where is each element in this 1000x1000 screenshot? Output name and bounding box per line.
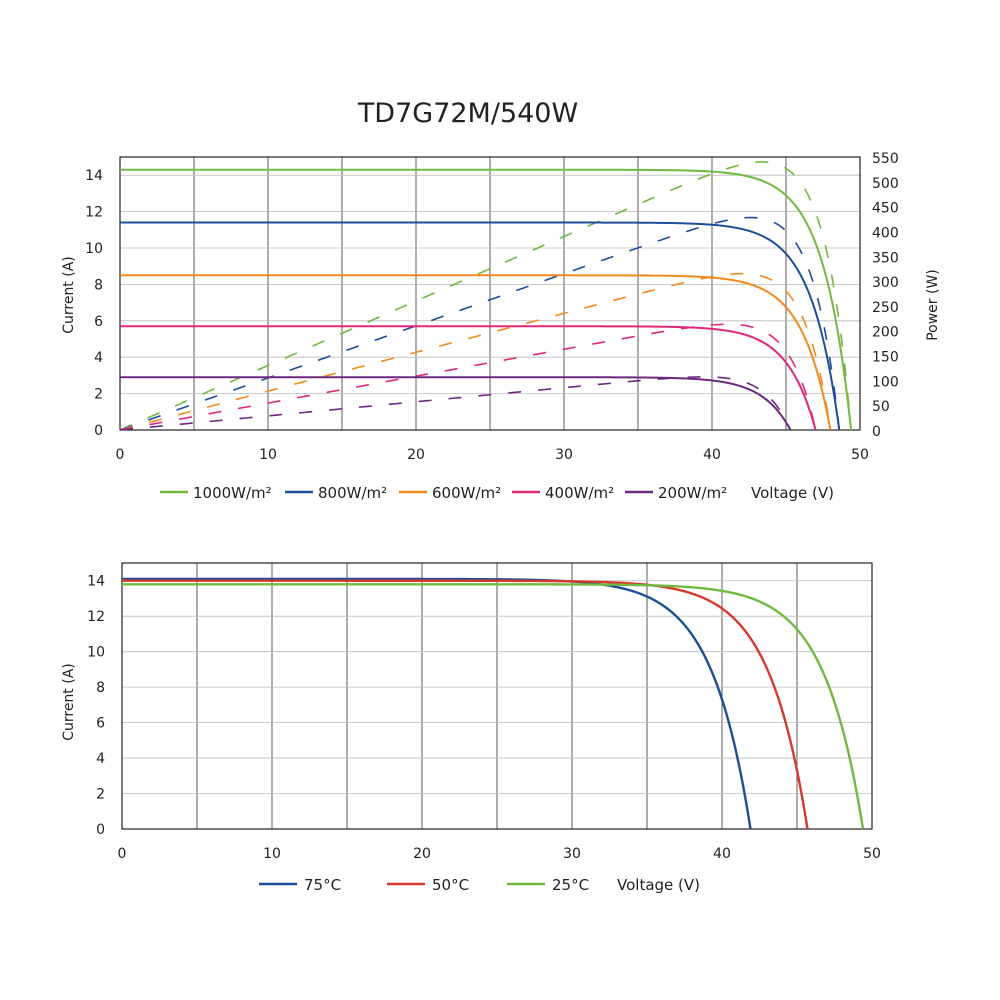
power-curve-4 [119, 376, 792, 431]
legend-label: 25°C [552, 876, 589, 894]
y2-tick-label: 550 [872, 151, 899, 167]
y-tick-label: 4 [94, 350, 103, 366]
y-axis-label: Current (A) [61, 256, 77, 334]
temp-curve-0 [122, 577, 752, 830]
y2-tick-label: 200 [872, 325, 899, 341]
x-tick-label: 0 [116, 447, 125, 463]
x-tick-label: 10 [259, 447, 277, 463]
temp-curve-1 [122, 579, 809, 830]
y-tick-label: 2 [96, 787, 105, 803]
x-tick-label: 50 [851, 447, 869, 463]
iv-curve-0 [120, 168, 853, 431]
temp-curve-2 [122, 583, 865, 830]
y2-axis-label: Power (W) [925, 269, 941, 341]
plot-frame [121, 562, 873, 830]
power-curve-0 [119, 161, 852, 431]
y-tick-label: 14 [85, 168, 103, 184]
y-tick-label: 6 [96, 716, 105, 732]
y-axis-label: Current (A) [61, 663, 77, 741]
y-tick-label: 10 [85, 241, 103, 257]
iv-curve-1 [120, 221, 841, 431]
x-tick-label: 20 [407, 447, 425, 463]
plot-frame [119, 156, 861, 431]
y2-tick-label: 100 [872, 374, 899, 390]
y-tick-label: 0 [94, 423, 103, 439]
y2-tick-label: 500 [872, 176, 899, 192]
iv-curve-4 [120, 376, 792, 431]
y-tick-label: 8 [96, 680, 105, 696]
x-tick-label: 10 [263, 846, 281, 862]
y2-tick-label: 400 [872, 225, 899, 241]
y-tick-label: 4 [96, 751, 105, 767]
iv-curve-2 [120, 274, 832, 431]
legend-chart2: 75°C 50°C 25°C Voltage (V) [259, 876, 700, 894]
irradiance-chart: 0 10 20 30 40 5002468101214050100150200250300… [61, 151, 941, 502]
y2-tick-label: 450 [872, 201, 899, 217]
y-tick-label: 12 [85, 205, 103, 221]
y-tick-label: 8 [94, 277, 103, 293]
legend-chart1: 1000W/m² 800W/m² 600W/m² 400W/m² 200W/m² Volt… [160, 484, 834, 502]
power-curve-1 [119, 216, 841, 431]
y-tick-label: 12 [87, 609, 105, 625]
y-tick-label: 10 [87, 645, 105, 661]
legend-label: 1000W/m² [193, 484, 272, 502]
y2-tick-label: 250 [872, 300, 899, 316]
y2-tick-label: 150 [872, 350, 899, 366]
iv-curve-3 [120, 325, 817, 431]
y2-tick-label: 50 [872, 399, 890, 415]
legend-label: 800W/m² [318, 484, 387, 502]
y-tick-label: 2 [94, 387, 103, 403]
x-tick-label: 0 [118, 846, 127, 862]
legend-label: 200W/m² [658, 484, 727, 502]
y-tick-label: 14 [87, 574, 105, 590]
y2-tick-label: 0 [872, 424, 881, 440]
legend-label: 75°C [304, 876, 341, 894]
x-tick-label: 30 [563, 846, 581, 862]
chart-title: TD7G72M/540W [357, 98, 578, 129]
x-tick-label: 20 [413, 846, 431, 862]
legend-label: 600W/m² [432, 484, 501, 502]
y2-tick-label: 350 [872, 250, 899, 266]
x-tick-label: 30 [555, 447, 573, 463]
y-tick-label: 6 [94, 314, 103, 330]
legend-label: 50°C [432, 876, 469, 894]
x-axis-label: Voltage (V) [617, 876, 700, 894]
temperature-chart: 0 10 20 30 40 50 0 2 4 6 8 10 12 14 Current (A) 75°C 50°… [61, 562, 881, 894]
legend-label: 400W/m² [545, 484, 614, 502]
power-curve-2 [119, 272, 832, 431]
x-tick-label: 40 [713, 846, 731, 862]
y-tick-label: 0 [96, 822, 105, 838]
x-tick-label: 40 [703, 447, 721, 463]
x-tick-label: 50 [863, 846, 881, 862]
x-axis-label: Voltage (V) [751, 484, 834, 502]
y2-tick-label: 300 [872, 275, 899, 291]
